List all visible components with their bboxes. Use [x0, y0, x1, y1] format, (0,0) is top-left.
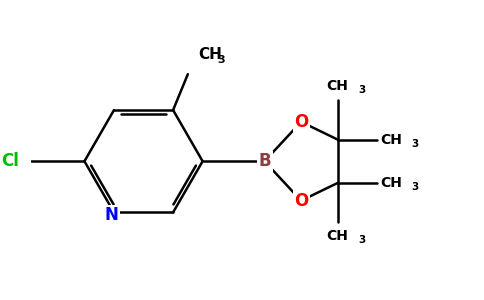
Text: Cl: Cl	[0, 152, 18, 170]
Text: CH: CH	[198, 47, 222, 62]
Text: 3: 3	[358, 85, 365, 95]
Text: 3: 3	[358, 235, 365, 245]
Text: 3: 3	[217, 55, 225, 64]
Text: 3: 3	[411, 139, 419, 148]
Text: CH: CH	[380, 176, 402, 190]
Text: 3: 3	[411, 182, 419, 192]
Text: CH: CH	[326, 79, 348, 93]
Text: CH: CH	[380, 133, 402, 147]
Text: O: O	[294, 192, 308, 210]
Text: N: N	[105, 206, 119, 224]
Text: O: O	[294, 113, 308, 131]
Text: B: B	[258, 152, 271, 170]
Text: CH: CH	[326, 230, 348, 243]
